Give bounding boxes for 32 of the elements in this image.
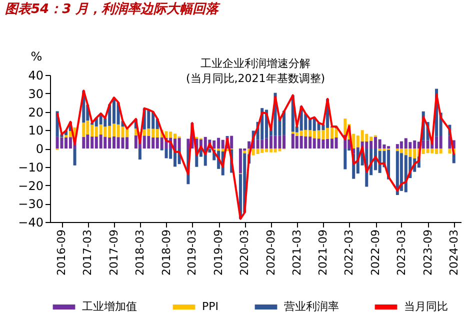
x-tick-label: 2018-09 <box>160 230 173 276</box>
legend-label: 当月同比 <box>404 300 448 313</box>
x-tick-label: 2022-03 <box>342 230 356 276</box>
x-tick-label: 2020-03 <box>238 230 252 276</box>
y-tick-label: −40 <box>18 216 44 230</box>
x-tick-label: 2020-09 <box>264 230 278 276</box>
x-tick-label: 2023-09 <box>421 230 434 276</box>
y-tick-label: −20 <box>18 178 44 193</box>
x-tick-label: 2016-09 <box>55 230 68 276</box>
y-tick-label: 40 <box>28 68 44 82</box>
x-tick-label: 2017-03 <box>81 230 94 276</box>
x-tick-label: 2024-03 <box>447 230 460 276</box>
y-tick-label: 0 <box>36 142 44 156</box>
x-tick-label: 2021-09 <box>316 230 330 276</box>
x-tick-label: 2021-03 <box>290 230 304 276</box>
y-tick-label: 20 <box>28 105 44 120</box>
x-tick-label: 2019-03 <box>186 230 199 276</box>
y-tick-label: 10 <box>28 124 44 138</box>
y-tick-label: 30 <box>28 86 44 101</box>
y-tick-label: −30 <box>18 197 44 212</box>
legend-label: PPI <box>202 300 219 313</box>
x-tick-label: 2018-03 <box>133 230 146 276</box>
x-tick-label: 2019-09 <box>212 230 226 276</box>
x-tick-label: 2022-09 <box>369 230 382 276</box>
x-tick-label: 2023-03 <box>394 230 408 276</box>
y-axis-title: % <box>30 50 42 64</box>
legend-label: 营业利润率 <box>284 300 339 313</box>
chart-title: 图表54：3 月，利润率边际大幅回落 <box>5 1 221 17</box>
y-tick-label: −10 <box>18 160 44 174</box>
chart-subtitle: 工业企业利润增速分解 (当月同比,2021年基数调整) <box>186 57 326 85</box>
legend-label: 工业增加值 <box>82 300 137 313</box>
x-tick-label: 2017-09 <box>108 230 121 276</box>
